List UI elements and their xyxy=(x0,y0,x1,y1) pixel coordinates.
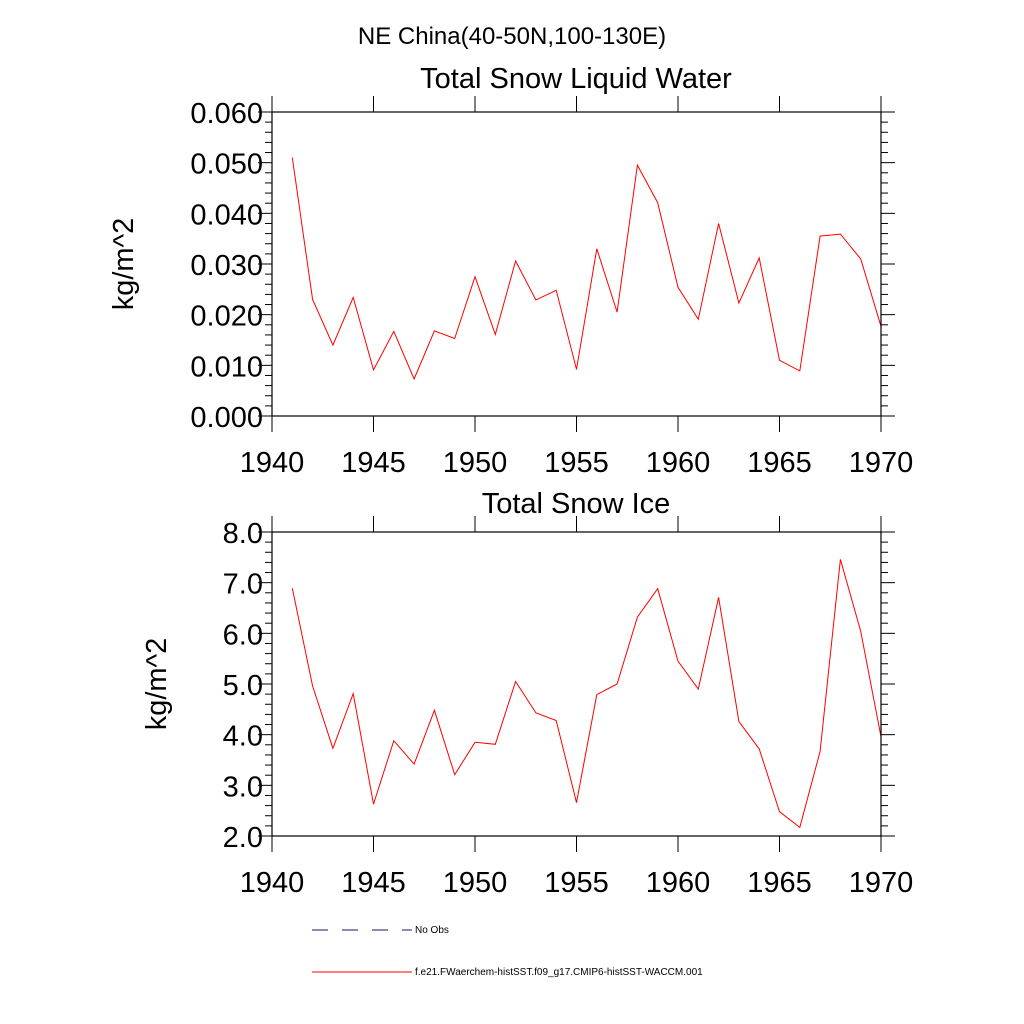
panel-2-series-line xyxy=(291,559,882,829)
x-tick-label: 1965 xyxy=(747,447,812,479)
y-tick-label: 5.0 xyxy=(223,670,263,702)
panel-snow-ice: Total Snow Ice kg/m^2 1940 1945 1950 1955 19… xyxy=(141,488,913,899)
panel-1-frame xyxy=(271,111,882,417)
panel-1-x-tick-labels: 1940 1945 1950 1955 1960 1965 1970 xyxy=(240,447,914,479)
panel-1-y-tick-labels: 0.000 0.010 0.020 0.030 0.040 0.050 0.060 xyxy=(190,98,263,434)
figure-title: NE China(40-50N,100-130E) xyxy=(358,23,666,50)
x-tick-label: 1960 xyxy=(646,867,711,899)
y-tick-label: 3.0 xyxy=(223,771,263,803)
x-tick-label: 1950 xyxy=(443,867,508,899)
x-tick-label: 1940 xyxy=(240,447,305,479)
x-tick-label: 1970 xyxy=(849,867,914,899)
panel-2-minor-ticks xyxy=(265,541,888,827)
y-tick-label: 0.000 xyxy=(190,402,263,434)
x-tick-label: 1965 xyxy=(747,867,812,899)
x-tick-label: 1955 xyxy=(544,447,609,479)
panel-2-major-ticks xyxy=(258,516,895,852)
x-tick-label: 1940 xyxy=(240,867,305,899)
panel-2-title: Total Snow Ice xyxy=(482,488,671,520)
x-tick-label: 1950 xyxy=(443,447,508,479)
y-tick-label: 7.0 xyxy=(223,569,263,601)
x-tick-label: 1945 xyxy=(341,447,406,479)
y-tick-label: 0.020 xyxy=(190,301,263,333)
panel-1-series-line xyxy=(291,157,882,381)
panel-1-minor-ticks xyxy=(265,121,888,407)
y-tick-label: 0.030 xyxy=(190,250,263,282)
panel-1-ylabel: kg/m^2 xyxy=(108,218,140,311)
panel-2-ylabel: kg/m^2 xyxy=(141,638,173,731)
y-tick-label: 6.0 xyxy=(223,619,263,651)
panel-2-y-tick-labels: 2.0 3.0 4.0 5.0 6.0 7.0 8.0 xyxy=(223,518,263,854)
x-tick-label: 1955 xyxy=(544,867,609,899)
panel-2-x-tick-labels: 1940 1945 1950 1955 1960 1965 1970 xyxy=(240,867,914,899)
y-tick-label: 0.060 xyxy=(190,98,263,130)
legend-label-no-obs: No Obs xyxy=(415,925,449,936)
panel-1-title: Total Snow Liquid Water xyxy=(420,63,732,95)
x-tick-label: 1945 xyxy=(341,867,406,899)
y-tick-label: 4.0 xyxy=(223,721,263,753)
y-tick-label: 0.010 xyxy=(190,351,263,383)
y-tick-label: 2.0 xyxy=(223,822,263,854)
panel-2-frame xyxy=(271,531,882,837)
panel-1-major-ticks xyxy=(258,96,895,432)
y-tick-label: 0.040 xyxy=(190,199,263,231)
legend: No Obs f.e21.FWaerchem-histSST.f09_g17.C… xyxy=(312,925,703,978)
x-tick-label: 1960 xyxy=(646,447,711,479)
y-tick-label: 0.050 xyxy=(190,149,263,181)
legend-label-model: f.e21.FWaerchem-histSST.f09_g17.CMIP6-hi… xyxy=(415,967,703,978)
x-tick-label: 1970 xyxy=(849,447,914,479)
y-tick-label: 8.0 xyxy=(223,518,263,550)
panel-snow-liquid-water: Total Snow Liquid Water kg/m^2 1940 1945 1… xyxy=(108,63,913,479)
